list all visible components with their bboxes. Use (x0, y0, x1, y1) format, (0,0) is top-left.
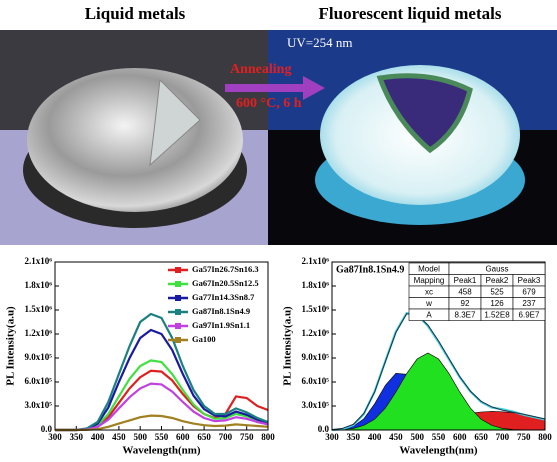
x-tick-label: 450 (112, 432, 126, 442)
y-tick-label: 3.0x10⁵ (302, 400, 330, 410)
x-tick-label: 800 (261, 432, 275, 442)
legend-marker (175, 309, 181, 315)
x-tick-label: 400 (91, 432, 105, 442)
y-tick-label: 9.0x10⁵ (25, 352, 53, 362)
table-text: 126 (490, 299, 504, 308)
line (55, 382, 269, 432)
legend-label: Ga87In8.1Sn4.9 (192, 306, 250, 316)
uv-label: UV=254 nm (287, 35, 352, 50)
x-tick-label: 300 (48, 432, 62, 442)
line (55, 312, 269, 432)
x-axis-title: Wavelength(nm) (122, 445, 201, 457)
legend-marker (175, 295, 181, 301)
y-tick-label: 1.2x10⁶ (25, 328, 53, 338)
table-cell (512, 308, 546, 321)
table-text: Mapping (414, 276, 445, 285)
x-tick-label: 750 (517, 432, 531, 442)
table-text: Gauss (485, 264, 508, 273)
table-text: Peak3 (518, 276, 541, 285)
table-text: 1.52E8 (484, 310, 510, 319)
x-tick-label: 300 (325, 432, 339, 442)
table-text: xc (425, 287, 433, 296)
legend-label: Ga57In26.7Sn16.3 (192, 264, 259, 274)
x-tick-label: 700 (496, 432, 510, 442)
x-tick-label: 700 (219, 432, 233, 442)
y-tick-label: 0.0 (318, 424, 330, 434)
arrow (225, 76, 325, 100)
table-text: 679 (522, 287, 536, 296)
x-axis-title: Wavelength(nm) (399, 445, 478, 457)
y-tick-label: 2.1x10⁶ (25, 256, 53, 266)
table-text: 6.9E7 (519, 310, 540, 319)
table-text: 237 (522, 299, 536, 308)
x-tick-label: 800 (538, 432, 552, 442)
y-tick-label: 1.8x10⁶ (302, 280, 330, 290)
table-text: Peak1 (454, 276, 477, 285)
x-tick-label: 450 (389, 432, 403, 442)
y-tick-label: 9.0x10⁵ (302, 352, 330, 362)
x-tick-label: 350 (347, 432, 361, 442)
x-tick-label: 650 (474, 432, 488, 442)
y-tick-label: 0.0 (41, 424, 53, 434)
line (55, 369, 269, 432)
x-tick-label: 650 (197, 432, 211, 442)
table-text: 458 (458, 287, 472, 296)
legend-marker (175, 281, 181, 287)
photo-title: Liquid metals (85, 4, 186, 23)
x-tick-label: 600 (176, 432, 190, 442)
x-tick-label: 550 (155, 432, 169, 442)
plot-frame (54, 261, 269, 431)
y-tick-label: 1.2x10⁶ (302, 328, 330, 338)
chart-title: Ga87In8.1Sn4.9 (336, 264, 404, 275)
y-tick-label: 2.1x10⁶ (302, 256, 330, 266)
legend-label: Ga67In20.5Sn12.5 (192, 278, 259, 288)
x-tick-label: 550 (432, 432, 446, 442)
y-tick-label: 6.0x10⁵ (25, 376, 53, 386)
y-axis-title: PL Intensity(a.u) (5, 306, 17, 386)
table-text: Model (418, 264, 440, 273)
table-text: w (425, 299, 432, 308)
x-tick-label: 600 (453, 432, 467, 442)
table-text: 525 (490, 287, 504, 296)
table-text: 92 (461, 299, 470, 308)
legend-marker (175, 337, 181, 343)
table-text: 8.3E7 (455, 310, 476, 319)
y-tick-label: 3.0x10⁵ (25, 400, 53, 410)
table-text: Peak2 (486, 276, 509, 285)
x-tick-label: 500 (410, 432, 424, 442)
photo-left (0, 30, 268, 245)
legend-label: Ga77In14.3Sn8.7 (192, 292, 255, 302)
arrow-label: Annealing (230, 62, 291, 77)
x-tick-label: 500 (133, 432, 147, 442)
legend-label: Ga100 (192, 334, 216, 344)
plot-frame (331, 261, 546, 431)
legend-marker (175, 267, 181, 273)
x-tick-label: 750 (240, 432, 254, 442)
line (331, 313, 546, 431)
y-tick-label: 1.5x10⁶ (302, 304, 330, 314)
photo-right (268, 30, 557, 245)
y-tick-label: 1.8x10⁶ (25, 280, 53, 290)
photo-title: Fluorescent liquid metals (319, 4, 502, 23)
y-tick-label: 6.0x10⁵ (302, 376, 330, 386)
y-tick-label: 1.5x10⁶ (25, 304, 53, 314)
y-axis-title: PL Intensity(a.u) (282, 306, 294, 386)
table-text: A (426, 310, 432, 319)
x-tick-label: 350 (70, 432, 84, 442)
arrow-label: 600 °C, 6 h (236, 96, 302, 111)
legend-label: Ga97In1.9Sn1.1 (192, 320, 250, 330)
x-tick-label: 400 (368, 432, 382, 442)
legend-marker (175, 323, 181, 329)
